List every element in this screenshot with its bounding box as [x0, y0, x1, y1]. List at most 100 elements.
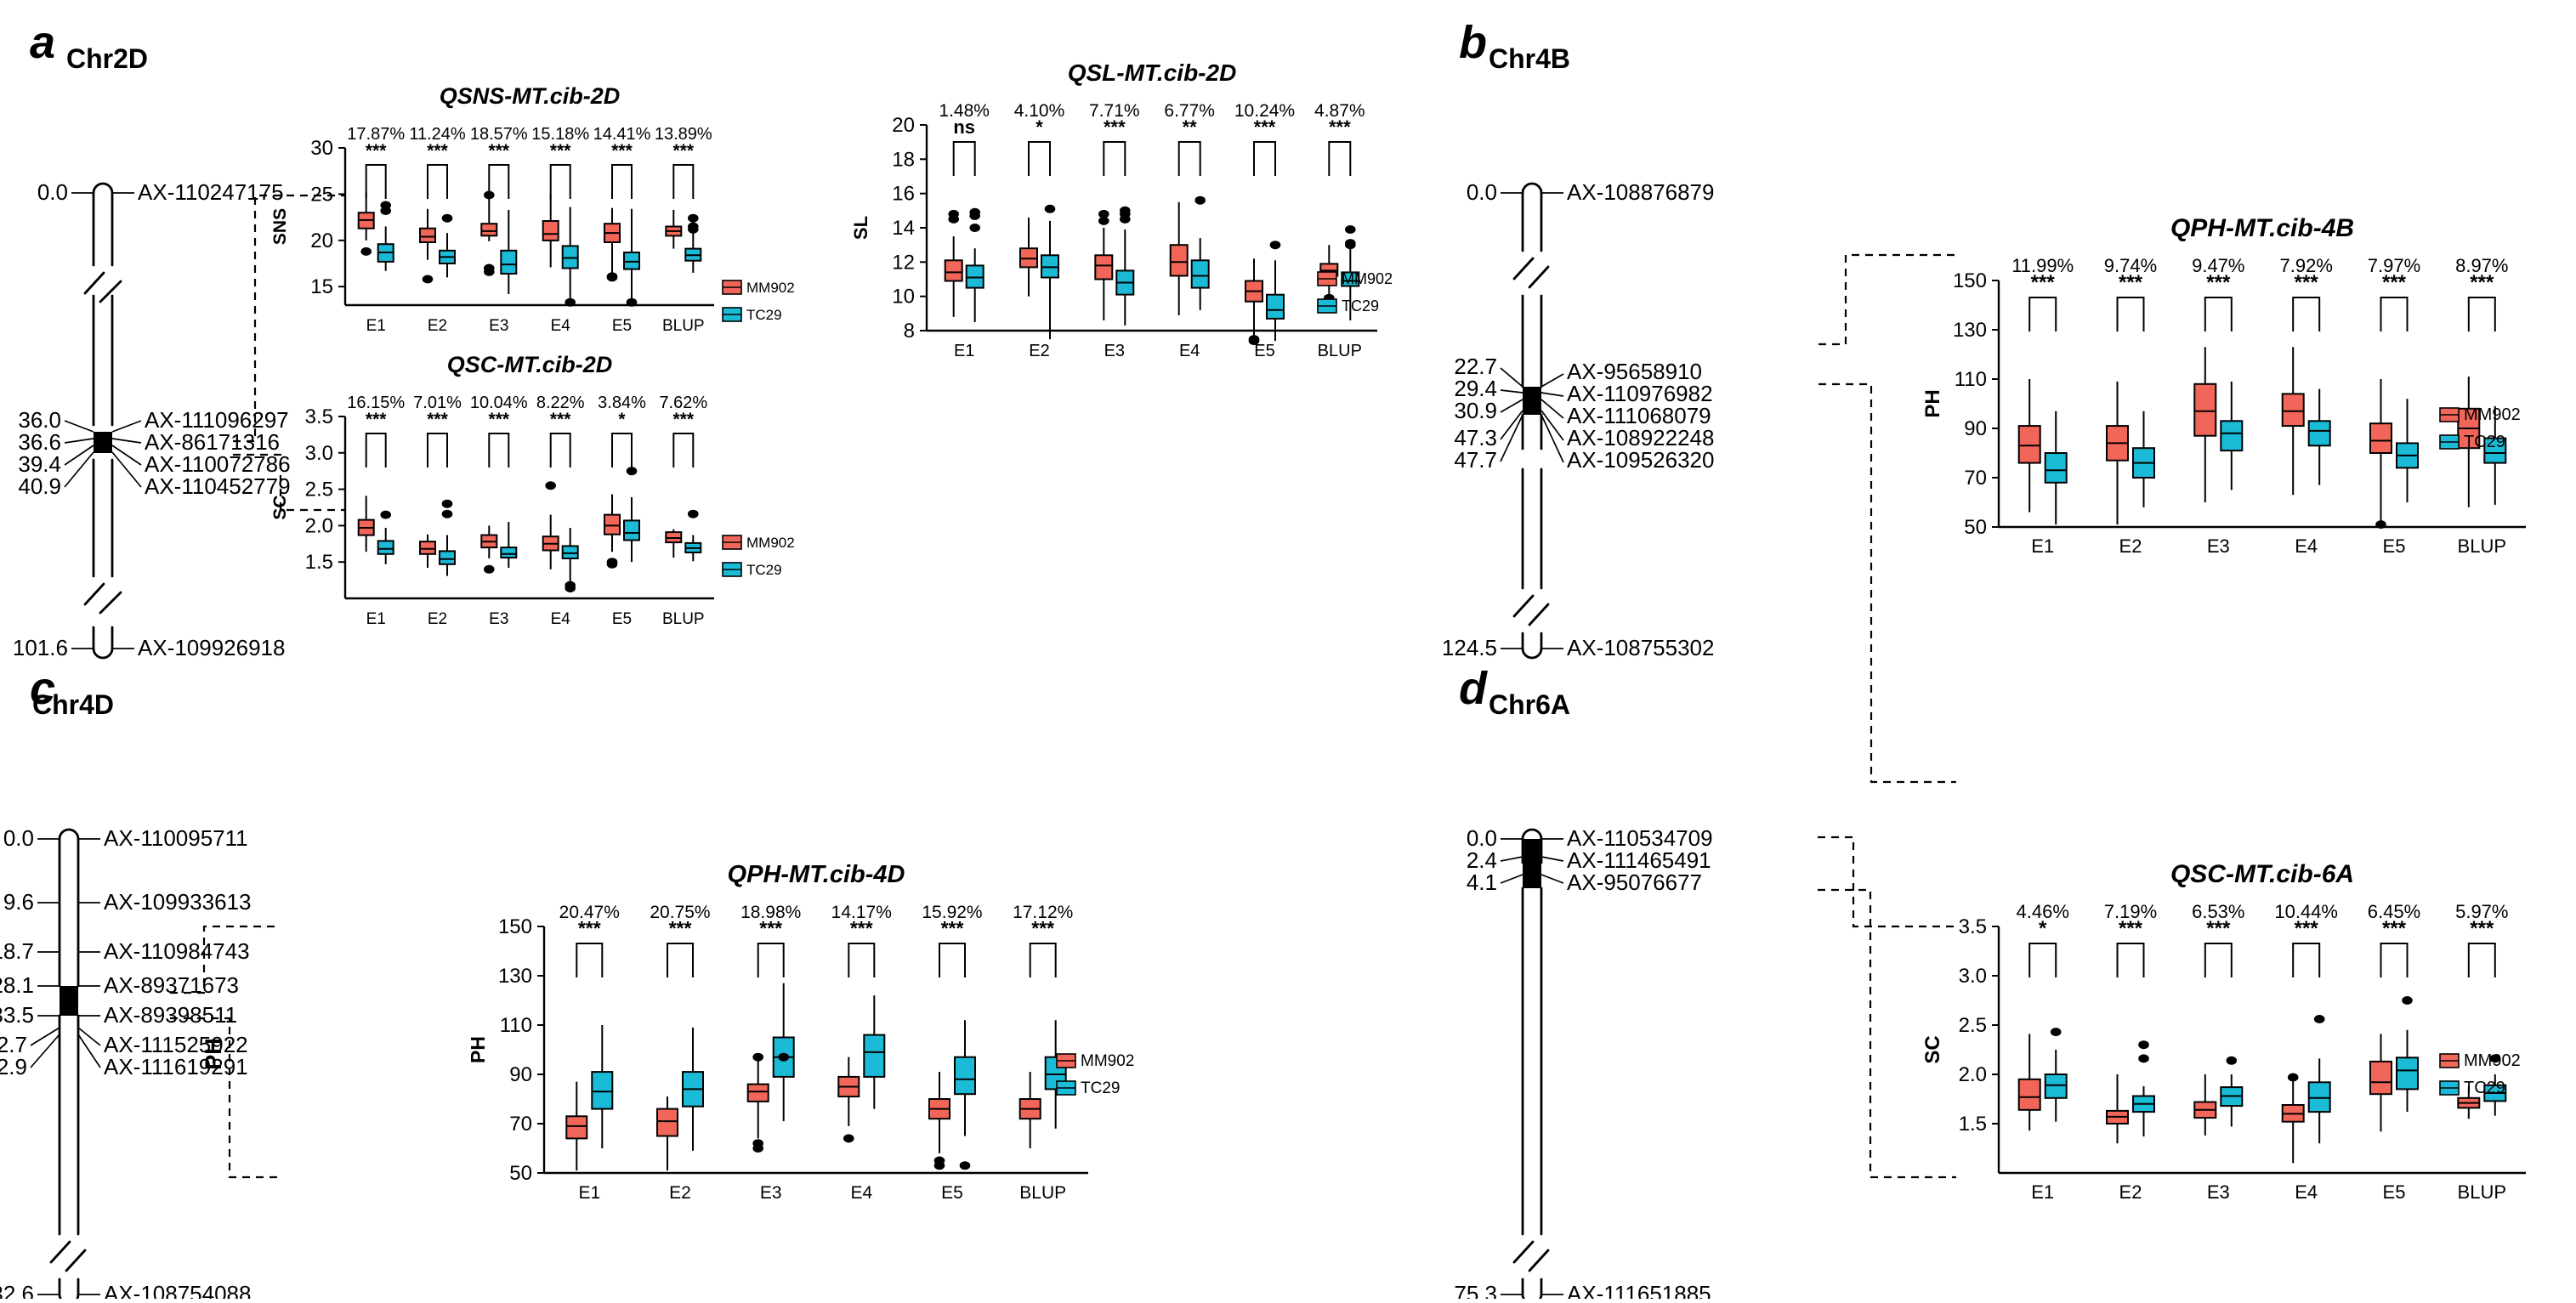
- svg-text:7.19%: 7.19%: [2104, 901, 2157, 922]
- svg-text:4.10%: 4.10%: [1014, 101, 1065, 121]
- svg-text:2.5: 2.5: [1959, 1014, 1987, 1037]
- svg-text:PH: PH: [1921, 389, 1944, 417]
- svg-text:AX-95076677: AX-95076677: [1567, 870, 1702, 895]
- svg-text:E4: E4: [551, 610, 571, 628]
- svg-text:PH: PH: [467, 1036, 489, 1063]
- svg-text:3.0: 3.0: [305, 442, 333, 465]
- svg-text:AX-109926918: AX-109926918: [138, 635, 285, 660]
- svg-text:4.87%: 4.87%: [1314, 101, 1365, 121]
- svg-text:SL: SL: [850, 216, 871, 240]
- svg-text:PH: PH: [201, 1038, 226, 1070]
- svg-text:7.97%: 7.97%: [2368, 255, 2420, 276]
- svg-text:8.97%: 8.97%: [2455, 255, 2508, 276]
- svg-text:TC29: TC29: [2464, 433, 2505, 451]
- svg-text:E1: E1: [578, 1183, 600, 1203]
- svg-text:18.7: 18.7: [0, 938, 34, 964]
- svg-text:AX-111651885: AX-111651885: [1567, 1281, 1711, 1299]
- svg-text:12: 12: [892, 251, 915, 274]
- svg-text:a: a: [30, 17, 55, 68]
- svg-text:AX-110095711: AX-110095711: [104, 825, 248, 851]
- svg-text:70: 70: [509, 1113, 532, 1136]
- svg-text:TC29: TC29: [746, 307, 782, 323]
- svg-text:QSC-MT.cib-6A: QSC-MT.cib-6A: [2170, 860, 2354, 888]
- svg-text:E2: E2: [2119, 1181, 2142, 1203]
- svg-text:9.6: 9.6: [3, 889, 34, 915]
- svg-text:AX-111619291: AX-111619291: [104, 1054, 248, 1079]
- svg-text:AX-110452779: AX-110452779: [145, 473, 291, 499]
- svg-text:MM902: MM902: [1342, 270, 1393, 287]
- svg-text:AX-108876879: AX-108876879: [1567, 179, 1714, 205]
- svg-text:***: ***: [427, 141, 448, 161]
- svg-text:0.0: 0.0: [3, 825, 34, 851]
- svg-text:MM902: MM902: [2464, 405, 2521, 424]
- svg-text:3.5: 3.5: [1959, 915, 1987, 938]
- svg-text:E5: E5: [941, 1183, 963, 1203]
- svg-text:E5: E5: [612, 610, 632, 628]
- svg-text:***: ***: [366, 141, 387, 161]
- svg-text:90: 90: [509, 1063, 532, 1086]
- svg-text:AX-110984743: AX-110984743: [104, 938, 250, 964]
- svg-text:AX-108754088: AX-108754088: [104, 1281, 251, 1299]
- svg-text:3.84%: 3.84%: [598, 394, 646, 412]
- svg-text:150: 150: [1953, 269, 1987, 292]
- svg-text:E5: E5: [1254, 342, 1274, 360]
- svg-text:***: ***: [673, 141, 695, 161]
- svg-text:E2: E2: [428, 610, 447, 628]
- svg-text:E1: E1: [954, 342, 974, 360]
- svg-text:E3: E3: [489, 317, 508, 335]
- svg-text:SNS: SNS: [270, 208, 290, 245]
- svg-text:QPH-MT.cib-4B: QPH-MT.cib-4B: [2170, 214, 2354, 242]
- svg-text:15: 15: [310, 275, 333, 298]
- svg-text:70: 70: [1964, 467, 1987, 490]
- svg-text:E4: E4: [1179, 342, 1200, 360]
- svg-text:47.7: 47.7: [1454, 447, 1497, 473]
- svg-text:75.3: 75.3: [1454, 1281, 1497, 1299]
- svg-text:20.47%: 20.47%: [559, 903, 620, 922]
- svg-text:4.46%: 4.46%: [2017, 901, 2069, 922]
- svg-text:***: ***: [489, 410, 510, 429]
- svg-text:***: ***: [427, 410, 448, 429]
- svg-text:TC29: TC29: [1081, 1079, 1120, 1097]
- svg-text:QPH-MT.cib-4D: QPH-MT.cib-4D: [728, 861, 905, 888]
- svg-text:10.24%: 10.24%: [1234, 101, 1295, 121]
- svg-text:15.92%: 15.92%: [922, 903, 982, 922]
- svg-text:MM902: MM902: [1081, 1052, 1134, 1070]
- svg-text:10.44%: 10.44%: [2274, 901, 2338, 922]
- svg-text:Chr2D: Chr2D: [66, 43, 148, 74]
- svg-text:18: 18: [892, 148, 915, 171]
- svg-text:8.22%: 8.22%: [536, 394, 585, 412]
- svg-text:15.18%: 15.18%: [531, 125, 589, 144]
- svg-text:QSL-MT.cib-2D: QSL-MT.cib-2D: [1068, 59, 1237, 86]
- svg-text:E1: E1: [366, 317, 386, 335]
- svg-text:*: *: [618, 410, 626, 429]
- svg-text:BLUP: BLUP: [1019, 1183, 1066, 1203]
- svg-text:124.5: 124.5: [1442, 635, 1497, 660]
- svg-text:E2: E2: [669, 1183, 691, 1203]
- svg-text:BLUP: BLUP: [662, 317, 705, 335]
- svg-text:6.77%: 6.77%: [1164, 101, 1215, 121]
- svg-text:QSC-MT.cib-2D: QSC-MT.cib-2D: [447, 352, 613, 377]
- svg-text:10.04%: 10.04%: [470, 394, 528, 412]
- svg-text:E4: E4: [850, 1183, 872, 1203]
- svg-text:BLUP: BLUP: [1318, 342, 1362, 360]
- svg-text:10: 10: [892, 286, 915, 309]
- svg-text:1.5: 1.5: [1959, 1113, 1987, 1136]
- svg-text:E3: E3: [489, 610, 508, 628]
- svg-text:Chr4D: Chr4D: [32, 689, 114, 720]
- svg-text:Chr4B: Chr4B: [1489, 43, 1570, 74]
- svg-text:110: 110: [500, 1014, 532, 1037]
- svg-text:BLUP: BLUP: [2458, 535, 2506, 557]
- svg-text:AX-89371673: AX-89371673: [104, 972, 239, 998]
- svg-text:25: 25: [310, 183, 333, 206]
- svg-text:30.9: 30.9: [1454, 398, 1497, 423]
- svg-text:AX-109933613: AX-109933613: [104, 889, 251, 915]
- svg-text:7.01%: 7.01%: [413, 394, 462, 412]
- svg-text:150: 150: [498, 915, 532, 938]
- svg-text:TC29: TC29: [746, 562, 782, 578]
- svg-text:50: 50: [1964, 516, 1987, 539]
- svg-text:17.87%: 17.87%: [347, 125, 405, 144]
- svg-text:130: 130: [498, 965, 532, 988]
- svg-text:***: ***: [489, 141, 510, 161]
- svg-text:9.47%: 9.47%: [2192, 255, 2244, 276]
- svg-text:QSNS-MT.cib-2D: QSNS-MT.cib-2D: [440, 83, 621, 109]
